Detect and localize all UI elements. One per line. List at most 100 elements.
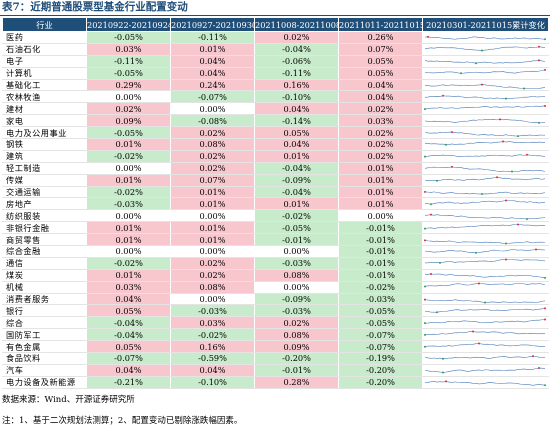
sparkline-chart [424, 94, 546, 100]
change-cell-period-1: 0.05% [86, 304, 171, 318]
sparkline-chart [424, 380, 546, 387]
cumulative-sparkline [422, 90, 549, 104]
industry-name: 石油石化 [2, 43, 87, 56]
industry-name: 医药 [2, 31, 87, 44]
cumulative-sparkline [422, 162, 549, 175]
sparkline-trend [424, 330, 546, 335]
sparkline-low-marker [511, 170, 513, 173]
change-cell-period-3: -0.06% [254, 55, 339, 68]
sparkline-low-marker [475, 62, 477, 65]
sparkline-chart [424, 258, 546, 265]
change-cell-period-2: 0.08% [170, 281, 255, 294]
change-cell-period-1: -0.05% [86, 31, 171, 44]
change-cell-period-4: 0.01% [338, 174, 423, 187]
change-cell-period-3: -0.01% [254, 233, 339, 247]
change-cell-period-2: 0.00% [170, 102, 255, 116]
cumulative-sparkline [422, 150, 549, 163]
header-period-3: 20211008-20211008 [254, 17, 339, 32]
change-cell-period-4: 0.02% [338, 102, 423, 116]
table-row: 商贸零售 0.01% 0.01% -0.01% -0.01% [2, 233, 549, 247]
change-cell-period-2: 0.01% [170, 197, 255, 211]
change-cell-period-3: -0.02% [254, 209, 339, 223]
table-row: 家电 0.09% -0.08% -0.14% 0.03% [2, 114, 549, 128]
sparkline-chart [424, 104, 546, 110]
change-cell-period-4: 0.01% [338, 197, 423, 211]
change-cell-period-4: -0.07% [338, 328, 423, 342]
change-cell-period-3: 0.08% [254, 269, 339, 282]
change-cell-period-3: 0.04% [254, 138, 339, 151]
change-cell-period-2: 0.16% [170, 340, 255, 354]
change-cell-period-1: -0.05% [86, 126, 171, 140]
change-cell-period-3: -0.20% [254, 352, 339, 365]
change-cell-period-4: -0.05% [338, 304, 423, 318]
table-row: 汽车 0.04% 0.04% -0.01% -0.20% [2, 364, 549, 377]
sparkline-high-marker [478, 282, 480, 285]
sparkline-low-marker [544, 384, 546, 387]
industry-name: 轻工制造 [2, 162, 87, 175]
industry-name: 机械 [2, 281, 87, 294]
sparkline-low-marker [436, 311, 438, 314]
change-cell-period-1: 0.01% [86, 221, 171, 235]
sparkline-chart [424, 330, 546, 336]
change-cell-period-1: 0.03% [86, 281, 171, 294]
change-cell-period-3: -0.01% [254, 364, 339, 377]
change-cell-period-1: 0.03% [86, 43, 171, 56]
change-cell-period-1: 0.02% [86, 102, 171, 116]
change-cell-period-2: -0.11% [170, 31, 255, 44]
sparkline-low-marker [544, 277, 546, 280]
change-cell-period-4: 0.04% [338, 90, 423, 104]
sparkline-high-marker [544, 318, 546, 321]
change-cell-period-1: 0.01% [86, 233, 171, 247]
industry-name: 房地产 [2, 197, 87, 211]
sparkline-chart [424, 59, 546, 65]
industry-name: 有色金属 [2, 340, 87, 354]
sparkline-chart [424, 190, 546, 196]
sparkline-chart [424, 298, 546, 304]
cumulative-sparkline [422, 257, 549, 270]
sparkline-low-marker [526, 217, 528, 220]
cumulative-sparkline [422, 43, 549, 56]
sparkline-chart [424, 36, 546, 41]
change-cell-period-4: 0.04% [338, 79, 423, 92]
change-cell-period-4: -0.01% [338, 245, 423, 258]
change-cell-period-4: -0.01% [338, 269, 423, 282]
table-row: 煤炭 0.01% 0.02% 0.08% -0.01% [2, 269, 549, 282]
cumulative-sparkline [422, 364, 549, 377]
table-row: 电子 -0.11% 0.04% -0.06% 0.05% [2, 55, 549, 68]
sparkline-trend [424, 283, 546, 287]
table-row: 国防军工 -0.04% -0.02% 0.08% -0.07% [2, 328, 549, 342]
industry-name: 非银行金融 [2, 221, 87, 235]
change-cell-period-4: -0.01% [338, 221, 423, 235]
change-cell-period-1: 0.01% [86, 174, 171, 187]
change-cell-period-4: 0.00% [338, 209, 423, 223]
industry-name: 纺织服装 [2, 209, 87, 223]
cumulative-sparkline [422, 328, 549, 342]
change-cell-period-2: 0.02% [170, 257, 255, 270]
sparkline-high-marker [430, 213, 432, 216]
table-row: 农林牧渔 0.00% -0.07% -0.10% 0.04% [2, 90, 549, 104]
change-cell-period-1: 0.00% [86, 209, 171, 223]
header-row: 行业 20210922-20210924 20210927-20210930 2… [2, 17, 549, 32]
sparkline-chart [424, 68, 546, 75]
sparkline-chart [424, 282, 546, 288]
sparkline-low-marker [505, 242, 507, 245]
sparkline-low-marker [424, 155, 426, 158]
sparkline-chart [424, 273, 546, 280]
industry-name: 电力设备及新能源 [2, 376, 87, 389]
sparkline-high-marker [430, 273, 432, 276]
header-industry: 行业 [2, 17, 87, 32]
change-cell-period-4: 0.01% [338, 162, 423, 175]
change-cell-period-2: -0.08% [170, 114, 255, 128]
change-cell-period-3: 0.05% [254, 126, 339, 140]
change-cell-period-3: 0.08% [254, 328, 339, 342]
header-period-1: 20210922-20210924 [86, 17, 171, 32]
table-row: 建筑 -0.02% 0.02% 0.01% 0.02% [2, 150, 549, 163]
industry-name: 交通运输 [2, 186, 87, 199]
sparkline-high-marker [544, 307, 546, 310]
sparkline-low-marker [424, 345, 426, 348]
sparkline-chart [424, 307, 546, 314]
cumulative-sparkline [422, 114, 549, 128]
sparkline-chart [424, 342, 546, 348]
footnote: 注：1、基于二次规划法测算；2、配置变动已剔除涨跌幅因素。 [2, 416, 243, 426]
sparkline-trend [424, 200, 546, 205]
